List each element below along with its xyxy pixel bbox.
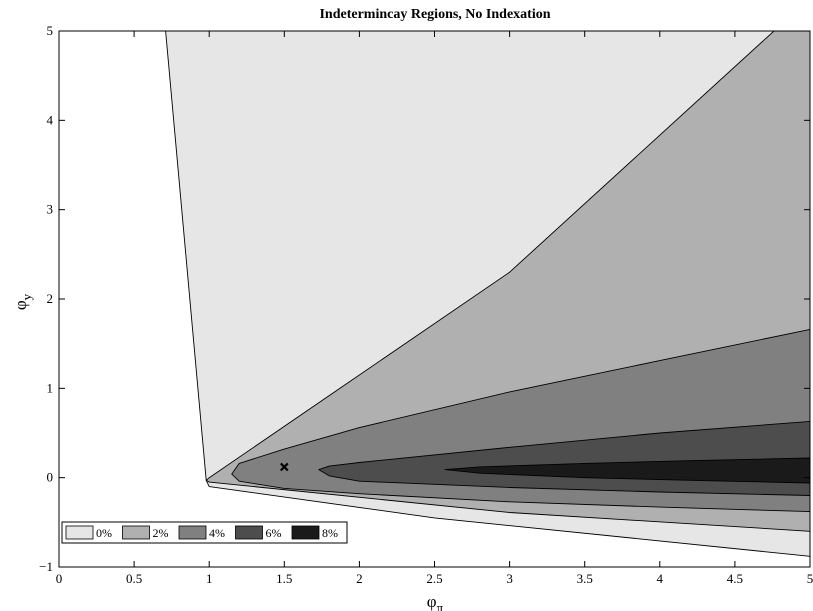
legend-swatch: [235, 525, 263, 540]
y-axis-label: φy: [11, 293, 34, 310]
y-tick-label: 0: [47, 470, 54, 485]
legend-swatch: [178, 525, 207, 540]
y-tick-label: −1: [39, 559, 53, 574]
legend-label: 4%: [209, 526, 225, 540]
marker-x: [280, 462, 289, 472]
x-tick-label: 0.5: [126, 571, 142, 586]
x-axis-label-symbol: φ: [427, 592, 437, 611]
x-tick-label: 4: [657, 571, 664, 586]
y-axis-label-subscript: y: [19, 293, 34, 300]
legend-swatch: [122, 525, 150, 540]
x-tick-label: 4.5: [727, 571, 743, 586]
legend-label: 0%: [96, 526, 112, 540]
x-tick-label: 1.5: [276, 571, 292, 586]
legend-label: 8%: [322, 526, 338, 540]
y-tick-label: 2: [47, 291, 54, 306]
y-tick-label: 5: [47, 23, 54, 38]
y-tick-label: 3: [47, 202, 54, 217]
legend-label: 2%: [153, 526, 169, 540]
x-tick-label: 2: [356, 571, 363, 586]
legend-label: 6%: [266, 526, 282, 540]
x-tick-label: 2.5: [426, 571, 442, 586]
y-tick-label: 4: [47, 112, 54, 127]
plot-area: [59, 31, 810, 567]
legend-swatch: [291, 525, 320, 540]
contour-region-4: [444, 457, 810, 484]
x-tick-label: 0: [56, 571, 63, 586]
x-axis-label-subscript: π: [437, 600, 444, 611]
y-axis-label-symbol: φ: [11, 300, 30, 310]
legend-swatch: [65, 525, 94, 540]
x-tick-label: 3.5: [577, 571, 593, 586]
x-axis-label: φπ: [427, 592, 444, 611]
x-tick-label: 5: [807, 571, 813, 586]
legend: 0% 2% 4% 6% 8%: [61, 521, 348, 544]
x-tick-label: 1: [206, 571, 213, 586]
x-tick-label: 3: [506, 571, 513, 586]
chart-title: Indetermincay Regions, No Indexation: [319, 7, 550, 22]
y-tick-label: 1: [47, 380, 54, 395]
